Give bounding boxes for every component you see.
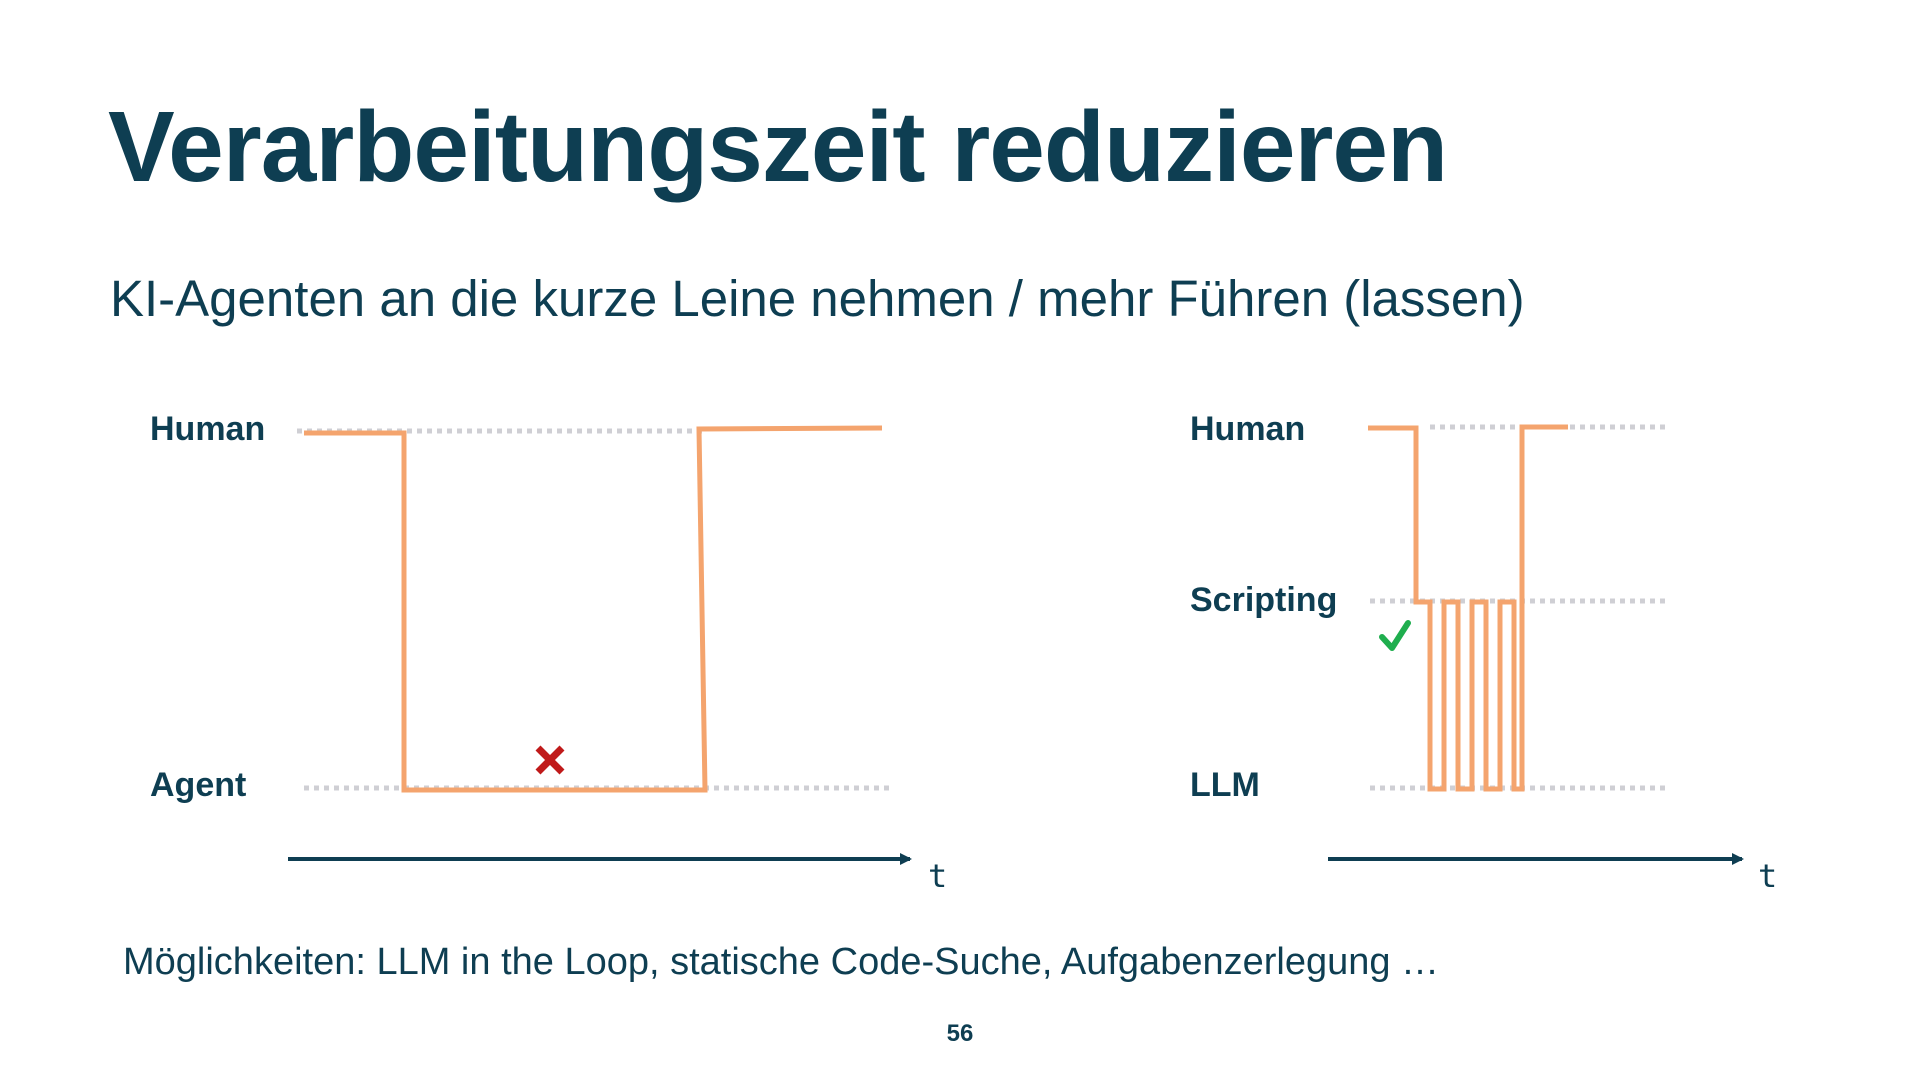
level-label-human: Human	[150, 410, 265, 448]
level-label-scripting: Scripting	[1190, 581, 1337, 619]
slide-subtitle: KI-Agenten an die kurze Leine nehmen / m…	[110, 270, 1525, 327]
time-axis-label: t	[928, 857, 947, 895]
level-label-llm: LLM	[1190, 766, 1260, 804]
page-number: 56	[946, 1020, 974, 1047]
level-label-agent: Agent	[150, 766, 246, 804]
left-diagram: Human Agent t	[150, 410, 947, 895]
slide-title: Verarbeitungszeit reduzieren	[108, 91, 1448, 203]
scripting-llm-signal-line	[1368, 424, 1568, 792]
agent-signal-line	[304, 425, 883, 793]
right-diagram: Human Scripting LLM t	[1190, 410, 1777, 895]
level-label-human: Human	[1190, 410, 1305, 448]
red-cross-icon	[535, 745, 565, 775]
time-axis-label: t	[1758, 857, 1777, 895]
footer-note: Möglichkeiten: LLM in the Loop, statisch…	[123, 941, 1440, 983]
green-check-icon	[1379, 620, 1411, 651]
